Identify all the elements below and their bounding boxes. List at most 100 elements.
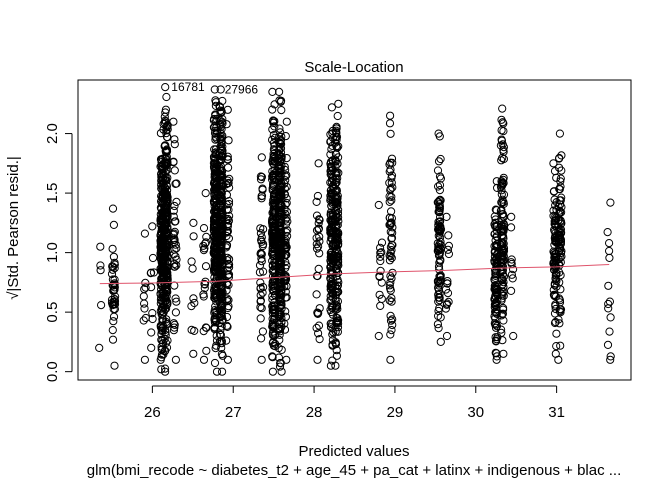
data-point bbox=[387, 297, 396, 306]
data-point bbox=[441, 285, 451, 294]
data-point bbox=[170, 281, 179, 290]
data-point bbox=[433, 278, 443, 287]
data-point bbox=[605, 246, 614, 256]
data-point bbox=[492, 206, 501, 215]
data-point bbox=[215, 170, 225, 179]
data-point bbox=[497, 267, 507, 276]
data-point bbox=[172, 197, 181, 206]
y-tick-label: 2.0 bbox=[44, 123, 61, 144]
data-point bbox=[604, 299, 613, 309]
data-point bbox=[157, 353, 166, 362]
data-point bbox=[282, 171, 291, 180]
data-point bbox=[385, 197, 394, 206]
data-point bbox=[222, 312, 232, 322]
data-point bbox=[497, 325, 506, 334]
data-point bbox=[498, 224, 507, 233]
data-point bbox=[217, 254, 226, 264]
data-point bbox=[332, 351, 341, 360]
data-point bbox=[277, 106, 286, 115]
data-point bbox=[163, 186, 172, 195]
data-point bbox=[268, 87, 277, 97]
data-point bbox=[217, 251, 226, 260]
y-tick-label: 1.5 bbox=[44, 183, 61, 204]
data-point bbox=[170, 320, 179, 329]
data-point bbox=[218, 367, 227, 376]
data-point bbox=[224, 199, 234, 209]
data-point bbox=[436, 271, 445, 280]
data-point bbox=[224, 163, 233, 172]
data-point bbox=[498, 104, 507, 113]
data-point bbox=[110, 361, 119, 370]
data-point bbox=[172, 261, 181, 270]
data-point bbox=[216, 109, 225, 118]
data-point bbox=[141, 283, 150, 292]
data-point bbox=[603, 340, 613, 349]
data-point bbox=[313, 355, 322, 364]
data-point bbox=[282, 213, 291, 222]
data-point bbox=[96, 266, 105, 275]
data-point bbox=[148, 253, 158, 263]
data-point bbox=[281, 239, 290, 248]
data-point bbox=[507, 223, 516, 232]
data-point bbox=[491, 320, 500, 329]
y-tick-label: 0.5 bbox=[44, 302, 61, 323]
y-tick-label: 0.0 bbox=[44, 361, 61, 382]
data-point bbox=[160, 112, 169, 121]
outlier-label: 16781 bbox=[171, 80, 205, 94]
data-point bbox=[170, 135, 179, 144]
data-point bbox=[189, 218, 198, 227]
data-point bbox=[222, 231, 231, 241]
data-point bbox=[557, 166, 566, 175]
data-point bbox=[199, 241, 208, 250]
data-point bbox=[331, 216, 340, 225]
data-point bbox=[224, 136, 233, 145]
data-point bbox=[139, 292, 148, 301]
data-point bbox=[274, 353, 283, 362]
data-point bbox=[374, 331, 383, 341]
data-point bbox=[499, 244, 508, 253]
data-point bbox=[161, 153, 170, 162]
data-point bbox=[508, 265, 518, 274]
data-point bbox=[312, 290, 321, 299]
data-point bbox=[161, 328, 170, 337]
data-point bbox=[374, 200, 383, 210]
data-point bbox=[216, 121, 225, 130]
x-tick-label: 31 bbox=[548, 404, 565, 421]
data-point bbox=[312, 244, 322, 253]
data-point bbox=[444, 249, 453, 259]
data-point bbox=[162, 129, 171, 138]
data-point bbox=[554, 315, 563, 324]
data-point bbox=[109, 317, 118, 326]
data-point bbox=[282, 228, 291, 237]
data-point bbox=[312, 323, 321, 333]
data-point bbox=[215, 337, 225, 346]
data-point bbox=[499, 349, 508, 358]
data-point bbox=[327, 103, 336, 112]
data-point bbox=[162, 286, 171, 295]
data-point bbox=[223, 176, 232, 185]
data-point bbox=[551, 317, 560, 327]
data-point bbox=[256, 249, 265, 259]
data-point bbox=[223, 297, 232, 306]
data-point bbox=[434, 207, 443, 216]
data-point bbox=[224, 296, 233, 305]
data-point bbox=[257, 192, 266, 201]
data-point bbox=[282, 243, 291, 252]
data-point bbox=[223, 294, 232, 303]
data-point bbox=[385, 160, 394, 169]
data-point bbox=[331, 235, 340, 244]
data-point bbox=[277, 300, 286, 309]
data-point bbox=[334, 99, 343, 108]
outlier-label: 27966 bbox=[225, 83, 259, 97]
data-point bbox=[312, 211, 322, 220]
data-point bbox=[275, 87, 284, 97]
data-point bbox=[170, 201, 179, 211]
data-point bbox=[199, 292, 208, 301]
data-point bbox=[444, 231, 453, 240]
data-point bbox=[216, 184, 226, 193]
data-point bbox=[162, 242, 171, 251]
data-point bbox=[216, 166, 225, 175]
data-point bbox=[434, 324, 443, 333]
data-point bbox=[147, 283, 156, 292]
